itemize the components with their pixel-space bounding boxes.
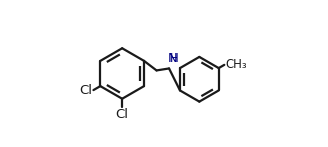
Text: Cl: Cl [116,108,129,121]
Text: H: H [170,52,178,65]
Text: CH₃: CH₃ [225,58,247,71]
Text: N: N [167,52,177,65]
Text: Cl: Cl [80,84,93,97]
